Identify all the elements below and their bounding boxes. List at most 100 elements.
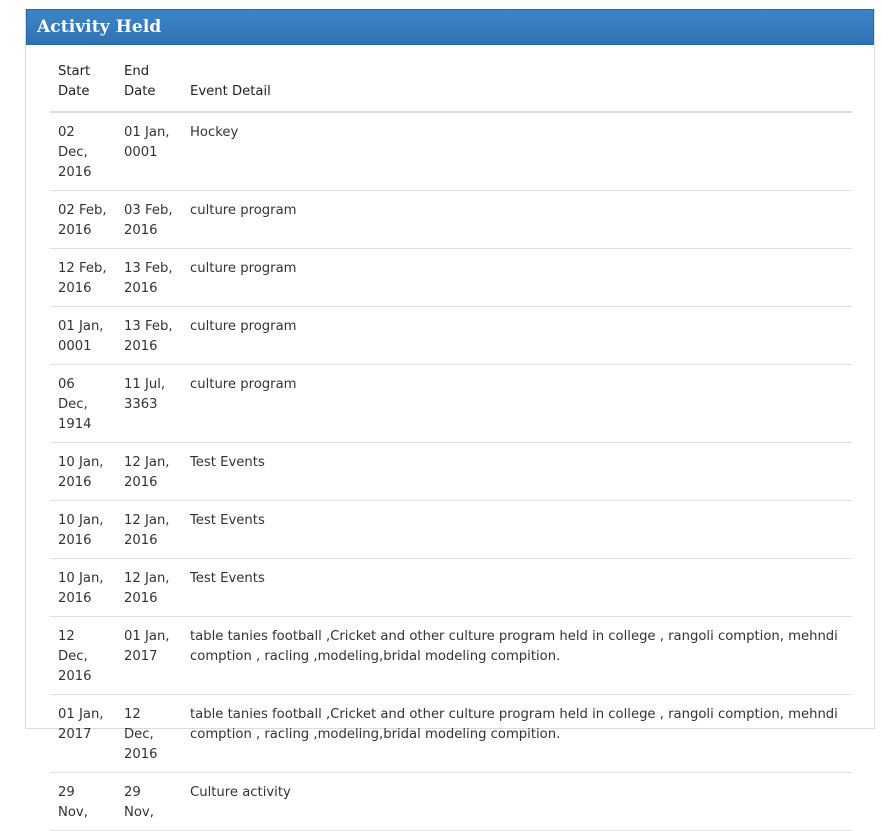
start-date-cell: 12 Feb, 2016 xyxy=(50,248,116,307)
table-row: 10 Jan, 2016 12 Jan, 2016 Test Events xyxy=(50,500,852,559)
end-date-cell-day-month: 13 Feb, xyxy=(124,319,173,334)
start-date-cell-day-month: 29 Nov, xyxy=(58,785,88,820)
end-date-cell-year: 3363 xyxy=(124,397,158,412)
column-header-start-date: Start Date xyxy=(50,59,116,113)
event-detail-cell: culture program xyxy=(182,190,852,249)
start-date-cell-day-month: 10 Jan, xyxy=(58,455,104,470)
start-date-cell-day-month: 12 Feb, xyxy=(58,261,107,276)
start-date-cell-year: 1914 xyxy=(58,417,92,432)
table-header-row: Start Date End Date Event Detail xyxy=(50,59,852,113)
event-detail-cell: Test Events xyxy=(182,500,852,559)
table-row: 12 Feb, 2016 13 Feb, 2016 culture program xyxy=(50,248,852,307)
end-date-cell-year: 2016 xyxy=(124,747,158,762)
end-date-cell-day-month: 01 Jan, xyxy=(124,125,170,140)
end-date-cell: 12 Dec, 2016 xyxy=(116,694,182,773)
event-detail-cell: Hockey xyxy=(182,112,852,191)
start-date-cell-year: 2016 xyxy=(58,223,92,238)
start-date-cell-year: 2017 xyxy=(58,727,92,742)
table-body: 02 Dec, 2016 01 Jan, 0001 Hockey 02 Feb, 2016 0… xyxy=(50,112,852,831)
table-header: Start Date End Date Event Detail xyxy=(50,59,852,113)
end-date-cell-day-month: 12 Jan, xyxy=(124,571,170,586)
end-date-cell: 12 Jan, 2016 xyxy=(116,442,182,501)
panel-title: Activity Held xyxy=(37,17,162,37)
event-detail-cell: Test Events xyxy=(182,558,852,617)
start-date-cell: 10 Jan, 2016 xyxy=(50,558,116,617)
end-date-cell-day-month: 12 Dec, xyxy=(124,707,154,742)
event-detail-cell: culture program xyxy=(182,364,852,443)
start-date-cell-day-month: 06 Dec, xyxy=(58,377,88,412)
start-date-cell: 29 Nov, xyxy=(50,772,116,831)
end-date-cell: 01 Jan, 2017 xyxy=(116,616,182,695)
start-date-cell-day-month: 02 Dec, xyxy=(58,125,88,160)
start-date-header-line2: Date xyxy=(58,84,90,99)
start-date-cell: 02 Dec, 2016 xyxy=(50,112,116,191)
start-date-cell-day-month: 10 Jan, xyxy=(58,571,104,586)
event-detail-cell: table tanies football ,Cricket and other… xyxy=(182,616,852,695)
end-date-cell-day-month: 11 Jul, xyxy=(124,377,166,392)
end-date-cell-day-month: 01 Jan, xyxy=(124,629,170,644)
start-date-cell-year: 2016 xyxy=(58,591,92,606)
end-date-cell: 12 Jan, 2016 xyxy=(116,500,182,559)
activity-table: Start Date End Date Event Detail 02 Dec,… xyxy=(50,59,852,831)
event-detail-cell: culture program xyxy=(182,306,852,365)
table-row: 02 Dec, 2016 01 Jan, 0001 Hockey xyxy=(50,112,852,191)
table-row: 06 Dec, 1914 11 Jul, 3363 culture program xyxy=(50,364,852,443)
start-date-cell-day-month: 02 Feb, xyxy=(58,203,107,218)
column-header-event-detail: Event Detail xyxy=(182,59,852,113)
column-header-end-date: End Date xyxy=(116,59,182,113)
end-date-cell-day-month: 29 Nov, xyxy=(124,785,154,820)
end-date-cell: 29 Nov, xyxy=(116,772,182,831)
start-date-cell-year: 2016 xyxy=(58,475,92,490)
end-date-cell-year: 2016 xyxy=(124,475,158,490)
activity-table-container: Start Date End Date Event Detail 02 Dec,… xyxy=(50,59,852,831)
end-date-cell-year: 2016 xyxy=(124,533,158,548)
table-row: 10 Jan, 2016 12 Jan, 2016 Test Events xyxy=(50,442,852,501)
end-date-header-line1: End xyxy=(124,64,150,79)
start-date-cell: 10 Jan, 2016 xyxy=(50,500,116,559)
table-row: 01 Jan, 0001 13 Feb, 2016 culture program xyxy=(50,306,852,365)
end-date-cell: 03 Feb, 2016 xyxy=(116,190,182,249)
start-date-header-line1: Start xyxy=(58,64,91,79)
event-detail-cell: Culture activity xyxy=(182,772,852,831)
table-row: 29 Nov, 29 Nov, Culture activity xyxy=(50,772,852,831)
start-date-cell-year: 0001 xyxy=(58,339,92,354)
end-date-cell: 12 Jan, 2016 xyxy=(116,558,182,617)
start-date-cell-year: 2016 xyxy=(58,281,92,296)
event-detail-cell: culture program xyxy=(182,248,852,307)
start-date-cell: 01 Jan, 2017 xyxy=(50,694,116,773)
end-date-cell: 01 Jan, 0001 xyxy=(116,112,182,191)
end-date-cell-year: 2017 xyxy=(124,649,158,664)
start-date-cell-day-month: 12 Dec, xyxy=(58,629,88,664)
start-date-cell: 06 Dec, 1914 xyxy=(50,364,116,443)
end-date-cell-day-month: 13 Feb, xyxy=(124,261,173,276)
end-date-cell: 13 Feb, 2016 xyxy=(116,306,182,365)
event-detail-cell: Test Events xyxy=(182,442,852,501)
start-date-cell-year: 2016 xyxy=(58,533,92,548)
start-date-cell-day-month: 10 Jan, xyxy=(58,513,104,528)
start-date-cell: 10 Jan, 2016 xyxy=(50,442,116,501)
end-date-cell-day-month: 12 Jan, xyxy=(124,455,170,470)
panel-header: Activity Held xyxy=(26,9,874,45)
start-date-cell-day-month: 01 Jan, xyxy=(58,319,104,334)
end-date-cell-year: 2016 xyxy=(124,591,158,606)
start-date-cell-year: 2016 xyxy=(58,669,92,684)
end-date-cell-day-month: 03 Feb, xyxy=(124,203,173,218)
start-date-cell-year: 2016 xyxy=(58,165,92,180)
end-date-cell-year: 2016 xyxy=(124,223,158,238)
end-date-cell: 11 Jul, 3363 xyxy=(116,364,182,443)
end-date-header-line2: Date xyxy=(124,84,156,99)
table-row: 01 Jan, 2017 12 Dec, 2016 table tanies footb… xyxy=(50,694,852,773)
end-date-cell-year: 2016 xyxy=(124,339,158,354)
table-row: 10 Jan, 2016 12 Jan, 2016 Test Events xyxy=(50,558,852,617)
table-row: 02 Feb, 2016 03 Feb, 2016 culture program xyxy=(50,190,852,249)
table-row: 12 Dec, 2016 01 Jan, 2017 table tanies footb… xyxy=(50,616,852,695)
end-date-cell-day-month: 12 Jan, xyxy=(124,513,170,528)
end-date-cell-year: 0001 xyxy=(124,145,158,160)
start-date-cell: 12 Dec, 2016 xyxy=(50,616,116,695)
start-date-cell-day-month: 01 Jan, xyxy=(58,707,104,722)
end-date-cell: 13 Feb, 2016 xyxy=(116,248,182,307)
start-date-cell: 02 Feb, 2016 xyxy=(50,190,116,249)
activity-held-panel: Activity Held Start Date End Date Event … xyxy=(25,9,875,831)
start-date-cell: 01 Jan, 0001 xyxy=(50,306,116,365)
end-date-cell-year: 2016 xyxy=(124,281,158,296)
